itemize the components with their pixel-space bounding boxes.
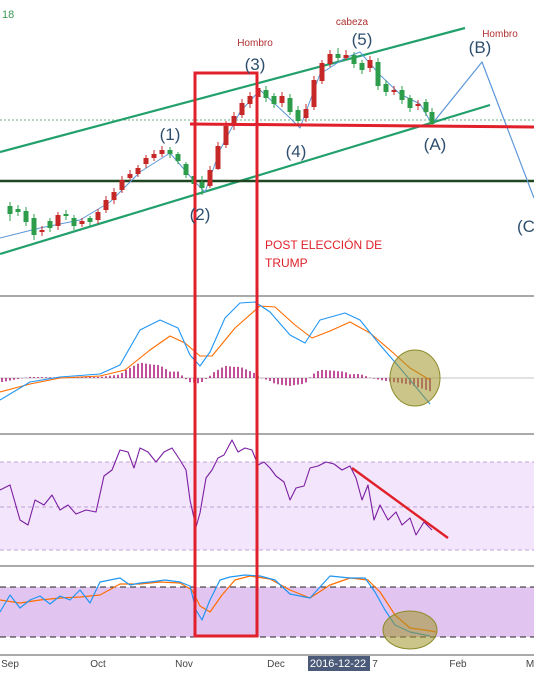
candle-body (15, 209, 21, 212)
candle-body (231, 116, 237, 126)
candle-body (287, 98, 293, 112)
crosshair-date-badge (308, 656, 370, 671)
candle-body (351, 55, 357, 64)
wave-label: (1) (160, 125, 181, 144)
candle-body (429, 112, 435, 124)
x-tick-label: Dec (267, 659, 285, 670)
candle-body (415, 104, 421, 106)
rsi-line (0, 439, 433, 536)
macd-signal-line (0, 305, 431, 393)
pattern-label: Hombro (237, 38, 273, 49)
stoch-k-line (0, 574, 431, 637)
candle-body (103, 200, 109, 210)
candle-body (183, 164, 189, 175)
candle-body (247, 96, 253, 104)
candle-body (135, 168, 141, 174)
candle-body (167, 150, 173, 154)
candle-body (367, 60, 373, 68)
channel-lower-line (0, 103, 491, 256)
x-tick-label: Nov (175, 659, 193, 670)
x-tick-label: 7 (372, 659, 378, 670)
x-tick-label: M (526, 659, 534, 670)
candle-body (263, 90, 269, 98)
annotation-line-1: POST ELECCIÓN DE (265, 237, 382, 252)
election-window-box (193, 71, 259, 638)
x-tick-label: Sep (1, 659, 19, 670)
candle-body (391, 90, 397, 92)
candle-body (119, 180, 125, 190)
candles-layer (7, 48, 435, 240)
candle-body (295, 110, 301, 121)
candle-body (7, 206, 13, 214)
candle-body (159, 150, 165, 154)
candle-body (223, 126, 229, 145)
candle-body (111, 192, 117, 200)
channel-upper-line (0, 26, 466, 154)
candle-body (359, 63, 365, 70)
text-layer: 18 POST ELECCIÓN DE TRUMP (1) (2) (3) (4) (5… (1, 9, 534, 671)
candle-body (375, 62, 381, 86)
candle-body (423, 102, 429, 112)
candle-body (319, 63, 325, 81)
pattern-label: Hombro (482, 29, 518, 40)
stoch-band (0, 587, 534, 637)
candle-body (95, 212, 101, 220)
candle-body (383, 84, 389, 92)
candle-body (279, 96, 285, 103)
candle-body (127, 174, 133, 178)
candle-body (407, 98, 413, 108)
corner-label: 18 (2, 9, 14, 21)
candle-body (71, 218, 77, 226)
macd-highlight-ellipse (389, 349, 441, 407)
candle-body (79, 221, 85, 224)
candle-body (63, 214, 69, 216)
candle-body (87, 218, 93, 222)
candle-body (239, 103, 245, 115)
macd-line (0, 301, 431, 405)
candle-body (175, 154, 181, 161)
wave-label: (4) (286, 142, 307, 161)
candle-body (199, 182, 205, 188)
candle-body (303, 109, 309, 118)
neckline-red-line (189, 122, 534, 129)
pattern-label: cabeza (336, 17, 369, 28)
candle-body (143, 158, 149, 164)
candle-body (55, 215, 61, 226)
candle-body (399, 90, 405, 100)
annotations-layer (189, 71, 534, 650)
wave-label: (2) (190, 205, 211, 224)
annotation-line-2: TRUMP (265, 256, 308, 270)
candle-body (207, 170, 213, 186)
candle-body (39, 230, 45, 232)
candle-body (31, 218, 37, 235)
candle-body (343, 55, 349, 58)
wave-label: (C (517, 217, 534, 236)
x-tick-label: Feb (449, 659, 467, 670)
candle-body (335, 54, 341, 58)
stoch-highlight-ellipse (382, 610, 438, 650)
candle-body (47, 221, 53, 228)
wave-label: (5) (352, 30, 373, 49)
candle-body (271, 96, 277, 104)
wave-projection-line (431, 61, 534, 199)
wave-label: (A) (424, 135, 447, 154)
x-tick-label: Oct (90, 659, 106, 670)
candle-body (327, 54, 333, 64)
wave-label: (B) (469, 38, 492, 57)
rsi-band (0, 462, 534, 550)
x-tick-label: 2016-12-22 (310, 658, 366, 670)
candle-body (311, 80, 317, 107)
wave-label: (3) (245, 55, 266, 74)
rsi-trendline (351, 467, 449, 539)
stoch-d-line (0, 575, 437, 633)
chart-lines-layer (0, 26, 534, 638)
candle-body (215, 146, 221, 169)
candle-body (151, 154, 157, 158)
candle-body (23, 211, 29, 222)
